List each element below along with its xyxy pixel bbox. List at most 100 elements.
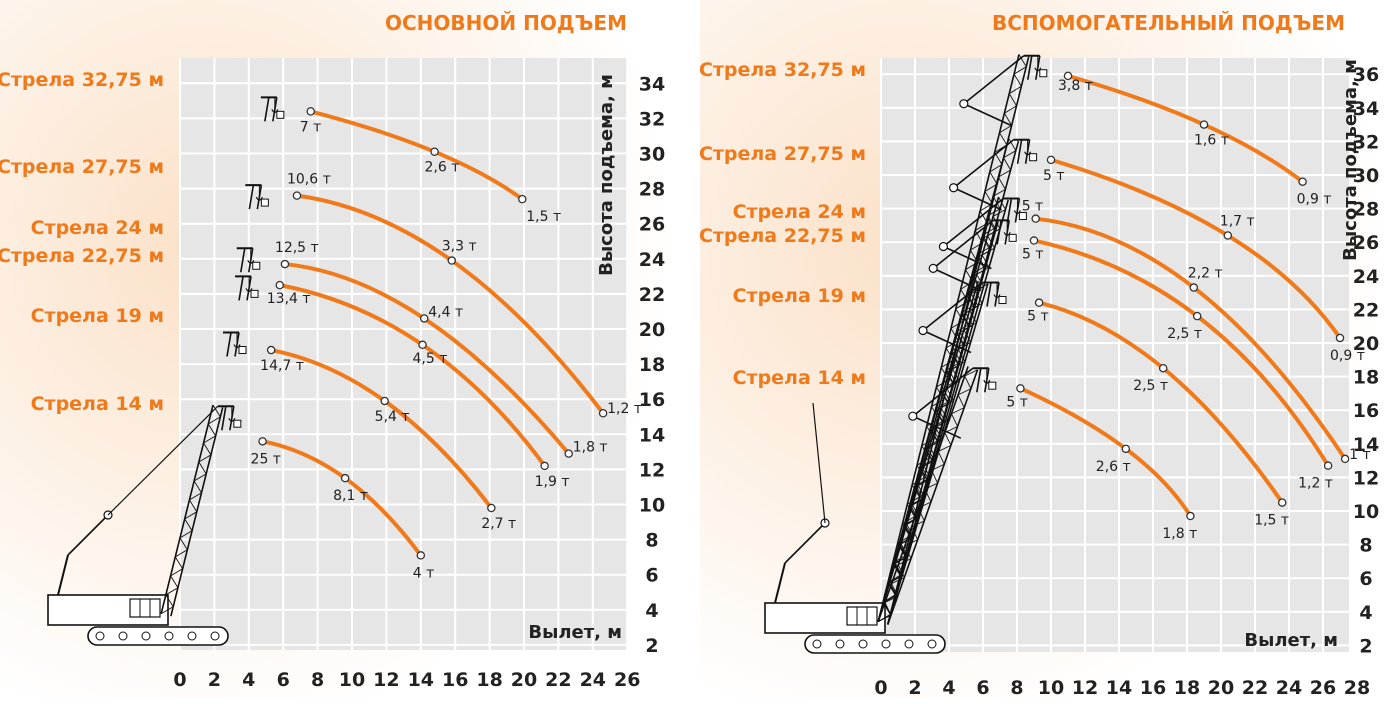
boom-head <box>996 220 1002 245</box>
data-label: 2,7 т <box>481 516 516 532</box>
y-axis-label: Высота подъема, м <box>596 74 617 276</box>
data-label: 2,2 т <box>1188 266 1223 282</box>
crane-pendant <box>812 402 826 524</box>
x-tick-label: 28 <box>1344 677 1370 699</box>
boom-head <box>221 406 227 431</box>
data-point <box>598 408 608 418</box>
x-tick-label: 12 <box>1072 677 1098 699</box>
data-point <box>258 437 267 446</box>
crane-pulley <box>928 263 938 273</box>
data-point <box>1335 333 1345 343</box>
y-tick-label: 6 <box>645 565 658 587</box>
data-point <box>340 473 350 483</box>
x-tick-label: 8 <box>311 669 324 691</box>
crane-jib <box>953 139 1015 189</box>
data-label: 5 т <box>1022 247 1044 263</box>
data-label: 10,6 т <box>287 172 331 188</box>
boom-head <box>976 368 982 393</box>
hook-icon <box>1034 67 1042 72</box>
x-tick-label: 6 <box>976 677 989 699</box>
x-tick-label: 26 <box>614 669 640 691</box>
y-tick-label: 32 <box>1353 131 1379 153</box>
boom-label: Стрела 32,75 м <box>0 69 164 91</box>
data-label: 5,4 т <box>375 409 410 425</box>
crane-cab <box>129 598 161 618</box>
data-label: 1 т <box>1349 447 1371 463</box>
crane-jib <box>963 55 1025 105</box>
data-label: 12,5 т <box>275 240 319 256</box>
y-tick-label: 18 <box>1353 367 1379 389</box>
data-point <box>1158 363 1168 373</box>
crane-wheel <box>210 631 220 641</box>
hook-icon <box>983 379 991 384</box>
crane-wheel <box>904 639 914 649</box>
y-tick-label: 32 <box>639 108 665 130</box>
boom-chord <box>886 369 979 625</box>
crane-wheel <box>164 631 174 641</box>
crane-wheel <box>927 639 937 649</box>
data-point <box>266 345 276 355</box>
load-icon <box>1039 69 1048 78</box>
data-point <box>292 191 302 200</box>
data-label: 13,4 т <box>267 291 311 307</box>
boom-label: Стрела 19 м <box>31 305 164 327</box>
hook-icon <box>993 294 1001 299</box>
y-tick-label: 34 <box>1353 98 1379 120</box>
x-tick-label: 20 <box>511 669 537 691</box>
crane-jib <box>932 267 982 292</box>
crane-jib <box>912 415 962 439</box>
boom-head <box>986 282 992 307</box>
y-tick-label: 14 <box>1353 434 1379 456</box>
load-icon <box>276 110 285 119</box>
crane-pulley <box>918 325 928 336</box>
y-tick-label: 12 <box>1353 467 1379 489</box>
y-tick-label: 36 <box>1353 64 1379 86</box>
data-label: 5 т <box>1027 309 1049 325</box>
data-point <box>487 503 496 513</box>
data-label: 3,3 т <box>442 239 477 255</box>
data-point <box>306 107 315 116</box>
data-label: 1,7 т <box>1220 213 1255 229</box>
chart-title: ОСНОВНОЙ ПОДЪЕМ <box>385 11 627 35</box>
x-tick-label: 4 <box>942 677 955 699</box>
data-point <box>380 396 389 406</box>
x-tick-label: 10 <box>1038 677 1064 699</box>
data-point <box>1046 155 1056 165</box>
x-tick-label: 18 <box>1174 677 1200 699</box>
x-tick-label: 14 <box>408 669 434 691</box>
data-point <box>1223 231 1233 240</box>
x-tick-label: 8 <box>1010 677 1023 699</box>
data-label: 7 т <box>300 119 322 135</box>
hook-icon <box>228 417 236 422</box>
crane-wheel <box>118 631 128 641</box>
data-label: 5 т <box>1043 168 1065 184</box>
boom-head <box>238 276 244 301</box>
data-label: 1,9 т <box>535 474 570 490</box>
y-tick-label: 8 <box>645 530 658 552</box>
y-tick-label: 26 <box>1353 232 1379 254</box>
x-tick-label: 0 <box>874 677 887 699</box>
data-label: 1,2 т <box>607 401 642 417</box>
y-tick-label: 10 <box>639 495 665 517</box>
boom-label: Стрела 24 м <box>733 201 866 223</box>
crane-wheel <box>812 639 822 649</box>
data-point <box>1298 177 1307 186</box>
data-label: 25 т <box>251 451 281 467</box>
boom-label: Стрела 19 м <box>733 285 866 307</box>
crane-pulley <box>948 183 959 193</box>
boom-head <box>239 248 246 273</box>
y-tick-label: 20 <box>1353 333 1379 355</box>
data-point <box>419 314 429 323</box>
y-tick-label: 24 <box>639 249 665 271</box>
data-point <box>1063 71 1073 81</box>
data-label: 2,6 т <box>425 160 460 176</box>
x-tick-label: 16 <box>1140 677 1166 699</box>
crane-jib <box>942 197 1004 248</box>
data-label: 3,8 т <box>1058 78 1093 94</box>
data-point <box>1031 214 1040 223</box>
boom-head <box>1006 198 1013 223</box>
x-tick-label: 22 <box>545 669 571 691</box>
y-tick-label: 14 <box>639 424 665 446</box>
x-tick-label: 26 <box>1310 677 1336 699</box>
